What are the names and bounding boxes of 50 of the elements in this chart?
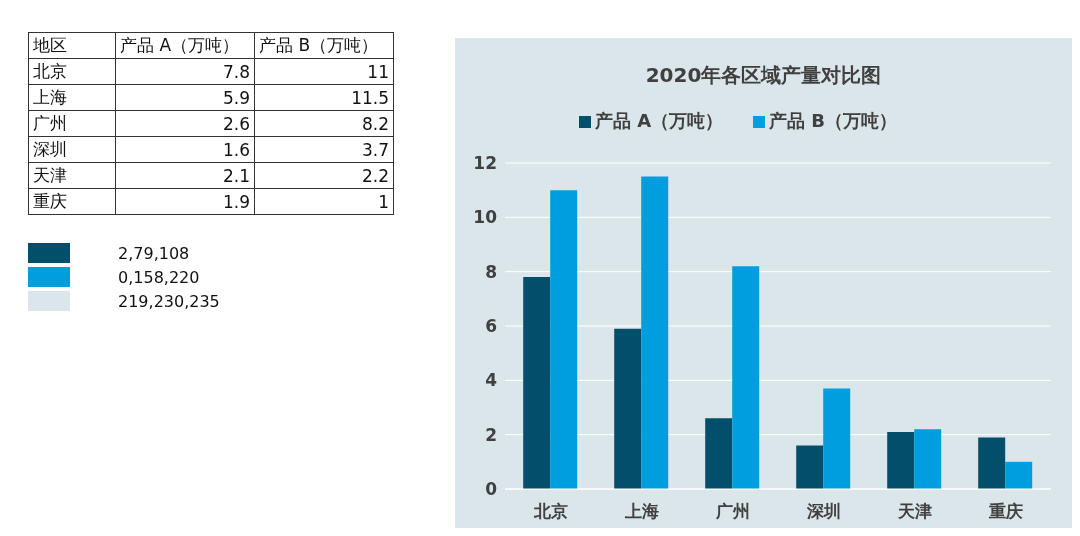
- data-label: 2.6: [115, 110, 255, 137]
- legend-label: 产品 A（万吨）: [594, 110, 724, 131]
- bar: [887, 431, 915, 489]
- data-label: 1.6: [115, 136, 255, 163]
- bar: [914, 429, 942, 489]
- data-label: 1: [254, 188, 394, 215]
- data-label: 3.7: [254, 136, 394, 163]
- data-label: 7.8: [115, 58, 255, 85]
- y-tick-label: 8: [485, 261, 497, 282]
- x-tick-label: 重庆: [987, 501, 1023, 522]
- text: 2,79,108: [118, 243, 190, 263]
- y-tick-label: 10: [473, 207, 498, 228]
- y-tick-label: 2: [485, 424, 497, 445]
- x-tick-label: 深圳: [805, 501, 841, 522]
- bar: [732, 266, 760, 489]
- bar: [978, 437, 1006, 489]
- x-tick-label: 天津: [896, 501, 932, 522]
- bar: [614, 328, 642, 489]
- bar: [641, 176, 669, 489]
- y-tick-label: 广州: [28, 110, 116, 137]
- bar: [523, 277, 551, 489]
- bar: [550, 190, 578, 489]
- data-label: 8.2: [254, 110, 394, 137]
- y-tick-label: 上海: [28, 84, 116, 111]
- y-tick-label: 12: [473, 153, 497, 174]
- data-label: 1.9: [115, 188, 255, 215]
- x-tick-label: 北京: [532, 501, 568, 522]
- text: 219,230,235: [118, 291, 220, 311]
- bar: [823, 388, 851, 489]
- chart-title: 2020年各区域产量对比图: [644, 62, 883, 89]
- legend-label: 产品 B（万吨）: [769, 110, 898, 131]
- bar: [1005, 461, 1033, 489]
- data-label: 11.5: [254, 84, 394, 111]
- data-label: 2.2: [254, 162, 394, 189]
- bar: [796, 445, 824, 489]
- x-tick-label: 广州: [714, 501, 750, 522]
- x-tick-label: 上海: [623, 501, 659, 522]
- data-label: 2.1: [115, 162, 255, 189]
- data-label: 11: [254, 58, 394, 85]
- y-tick-label: 北京: [28, 58, 116, 85]
- y-tick-label: 深圳: [28, 136, 116, 163]
- y-tick-label: 0: [485, 479, 498, 500]
- text: 地区: [28, 32, 116, 59]
- y-tick-label: 6: [485, 316, 497, 337]
- y-tick-label: 重庆: [28, 188, 116, 215]
- text: 0,158,220: [118, 267, 200, 287]
- y-tick-label: 天津: [28, 162, 116, 189]
- data-label: 5.9: [115, 84, 255, 111]
- y-tick-label: 4: [485, 370, 498, 391]
- bar: [705, 418, 733, 489]
